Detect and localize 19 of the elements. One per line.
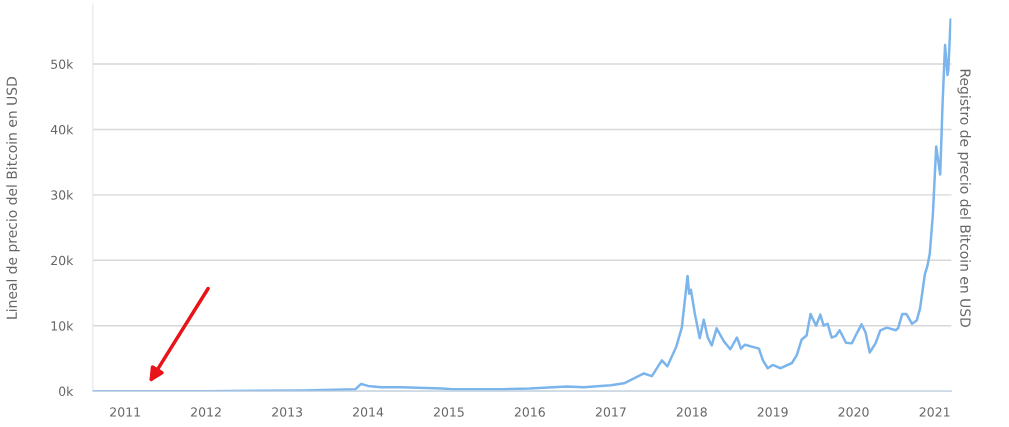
y-tick-label: 0k <box>59 386 74 397</box>
y2-axis-title: Registro de precio del Bitcoin en USD <box>957 69 971 327</box>
y-tick-label: 10k <box>51 320 74 331</box>
x-tick-label: 2018 <box>676 407 707 417</box>
y-tick-label: 30k <box>51 190 74 200</box>
x-tick-label: 2013 <box>272 407 303 417</box>
x-tick-label: 2012 <box>191 407 221 417</box>
x-tick-label: 2021 <box>919 407 950 417</box>
x-tick-label: 2014 <box>353 407 384 417</box>
x-tick-label: 2011 <box>110 407 140 417</box>
x-tick-label: 2017 <box>595 407 626 417</box>
x-tick-label: 2016 <box>514 407 545 417</box>
y-tick-label: 40k <box>50 124 74 135</box>
y-axis-title: Lineal de precio del Bitcoin en USD <box>6 77 20 319</box>
x-tick-label: 2015 <box>433 407 464 417</box>
x-tick-label: 2020 <box>838 407 869 417</box>
y-tick-label: 50k <box>51 59 74 69</box>
x-tick-label: 2019 <box>757 407 788 417</box>
y-tick-label: 20k <box>51 255 74 266</box>
